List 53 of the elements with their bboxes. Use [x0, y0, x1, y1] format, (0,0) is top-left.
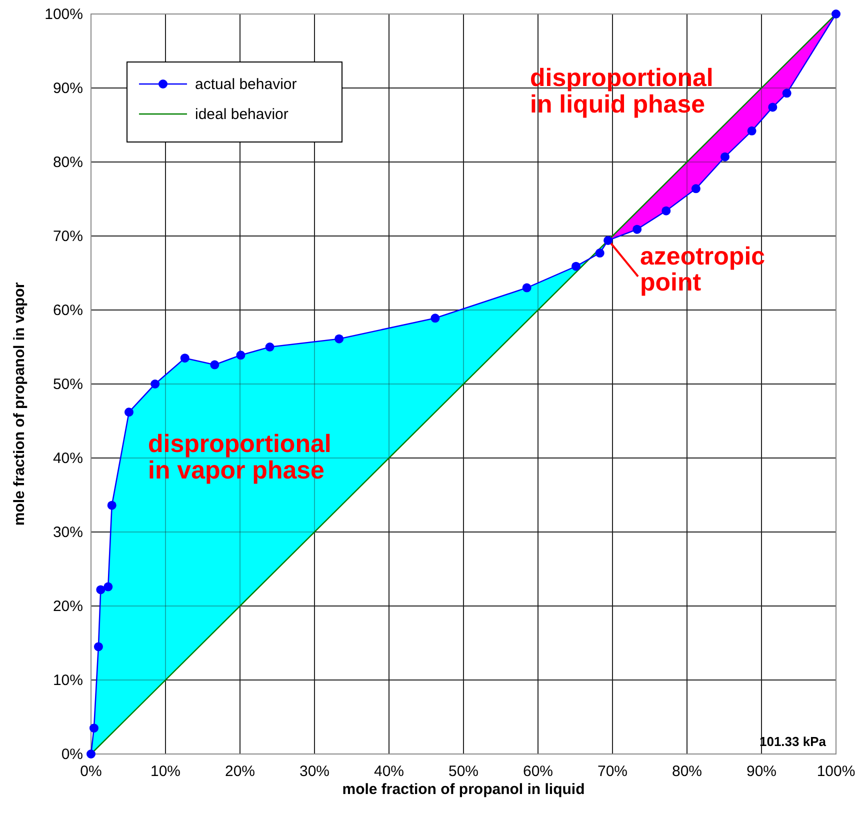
point [96, 585, 106, 594]
point [107, 500, 116, 510]
y-tick-label: 100% [44, 6, 83, 23]
x-tick-label: 20% [224, 763, 256, 780]
point [522, 283, 532, 292]
y-tick-label: 50% [52, 376, 83, 393]
point [236, 350, 246, 360]
point [210, 360, 220, 370]
point [662, 206, 671, 216]
x-tick-label: 100% [816, 763, 856, 780]
point [104, 582, 113, 592]
x-tick-label: 90% [746, 763, 777, 780]
y-axis-title: mole fraction of propanol in vapor [11, 282, 28, 526]
x-tick-label: 80% [672, 763, 702, 780]
point [180, 354, 190, 363]
y-tick-label: 0% [61, 746, 83, 763]
point [768, 102, 778, 112]
y-tick-label: 10% [52, 672, 83, 689]
point [94, 642, 103, 652]
point [691, 184, 700, 194]
point [632, 224, 642, 234]
y-tick-label: 70% [52, 228, 83, 245]
y-tick-label: 40% [52, 450, 83, 467]
point [334, 334, 344, 344]
point [430, 314, 440, 323]
point [720, 152, 730, 162]
y-tick-label: 90% [52, 80, 83, 97]
point [265, 342, 274, 352]
point [604, 236, 613, 245]
y-tick-label: 30% [52, 524, 83, 541]
y-tick-label: 20% [52, 598, 83, 615]
legend-label: actual behavior [195, 76, 297, 93]
x-tick-label: 60% [522, 763, 554, 780]
x-tick-label: 10% [150, 763, 181, 780]
point [89, 724, 98, 733]
point [595, 248, 604, 258]
x-tick-label: 70% [597, 763, 628, 780]
point [86, 750, 96, 758]
point [747, 126, 756, 136]
point [832, 10, 840, 18]
point [150, 380, 160, 388]
point [782, 88, 792, 98]
x-axis-title: mole fraction of propanol in liquid [342, 781, 585, 798]
y-tick-label: 60% [52, 302, 83, 319]
y-tick-label: 80% [52, 154, 83, 171]
annotation: disproportional in vapor phase [148, 430, 332, 484]
x-tick-label: 30% [299, 763, 330, 780]
legend-label: ideal behavior [195, 106, 288, 123]
x-tick-label: 40% [374, 763, 404, 780]
x-tick-label: 0% [80, 763, 102, 780]
point [124, 408, 134, 417]
point [571, 262, 580, 271]
x-tick-label: 50% [448, 763, 479, 780]
